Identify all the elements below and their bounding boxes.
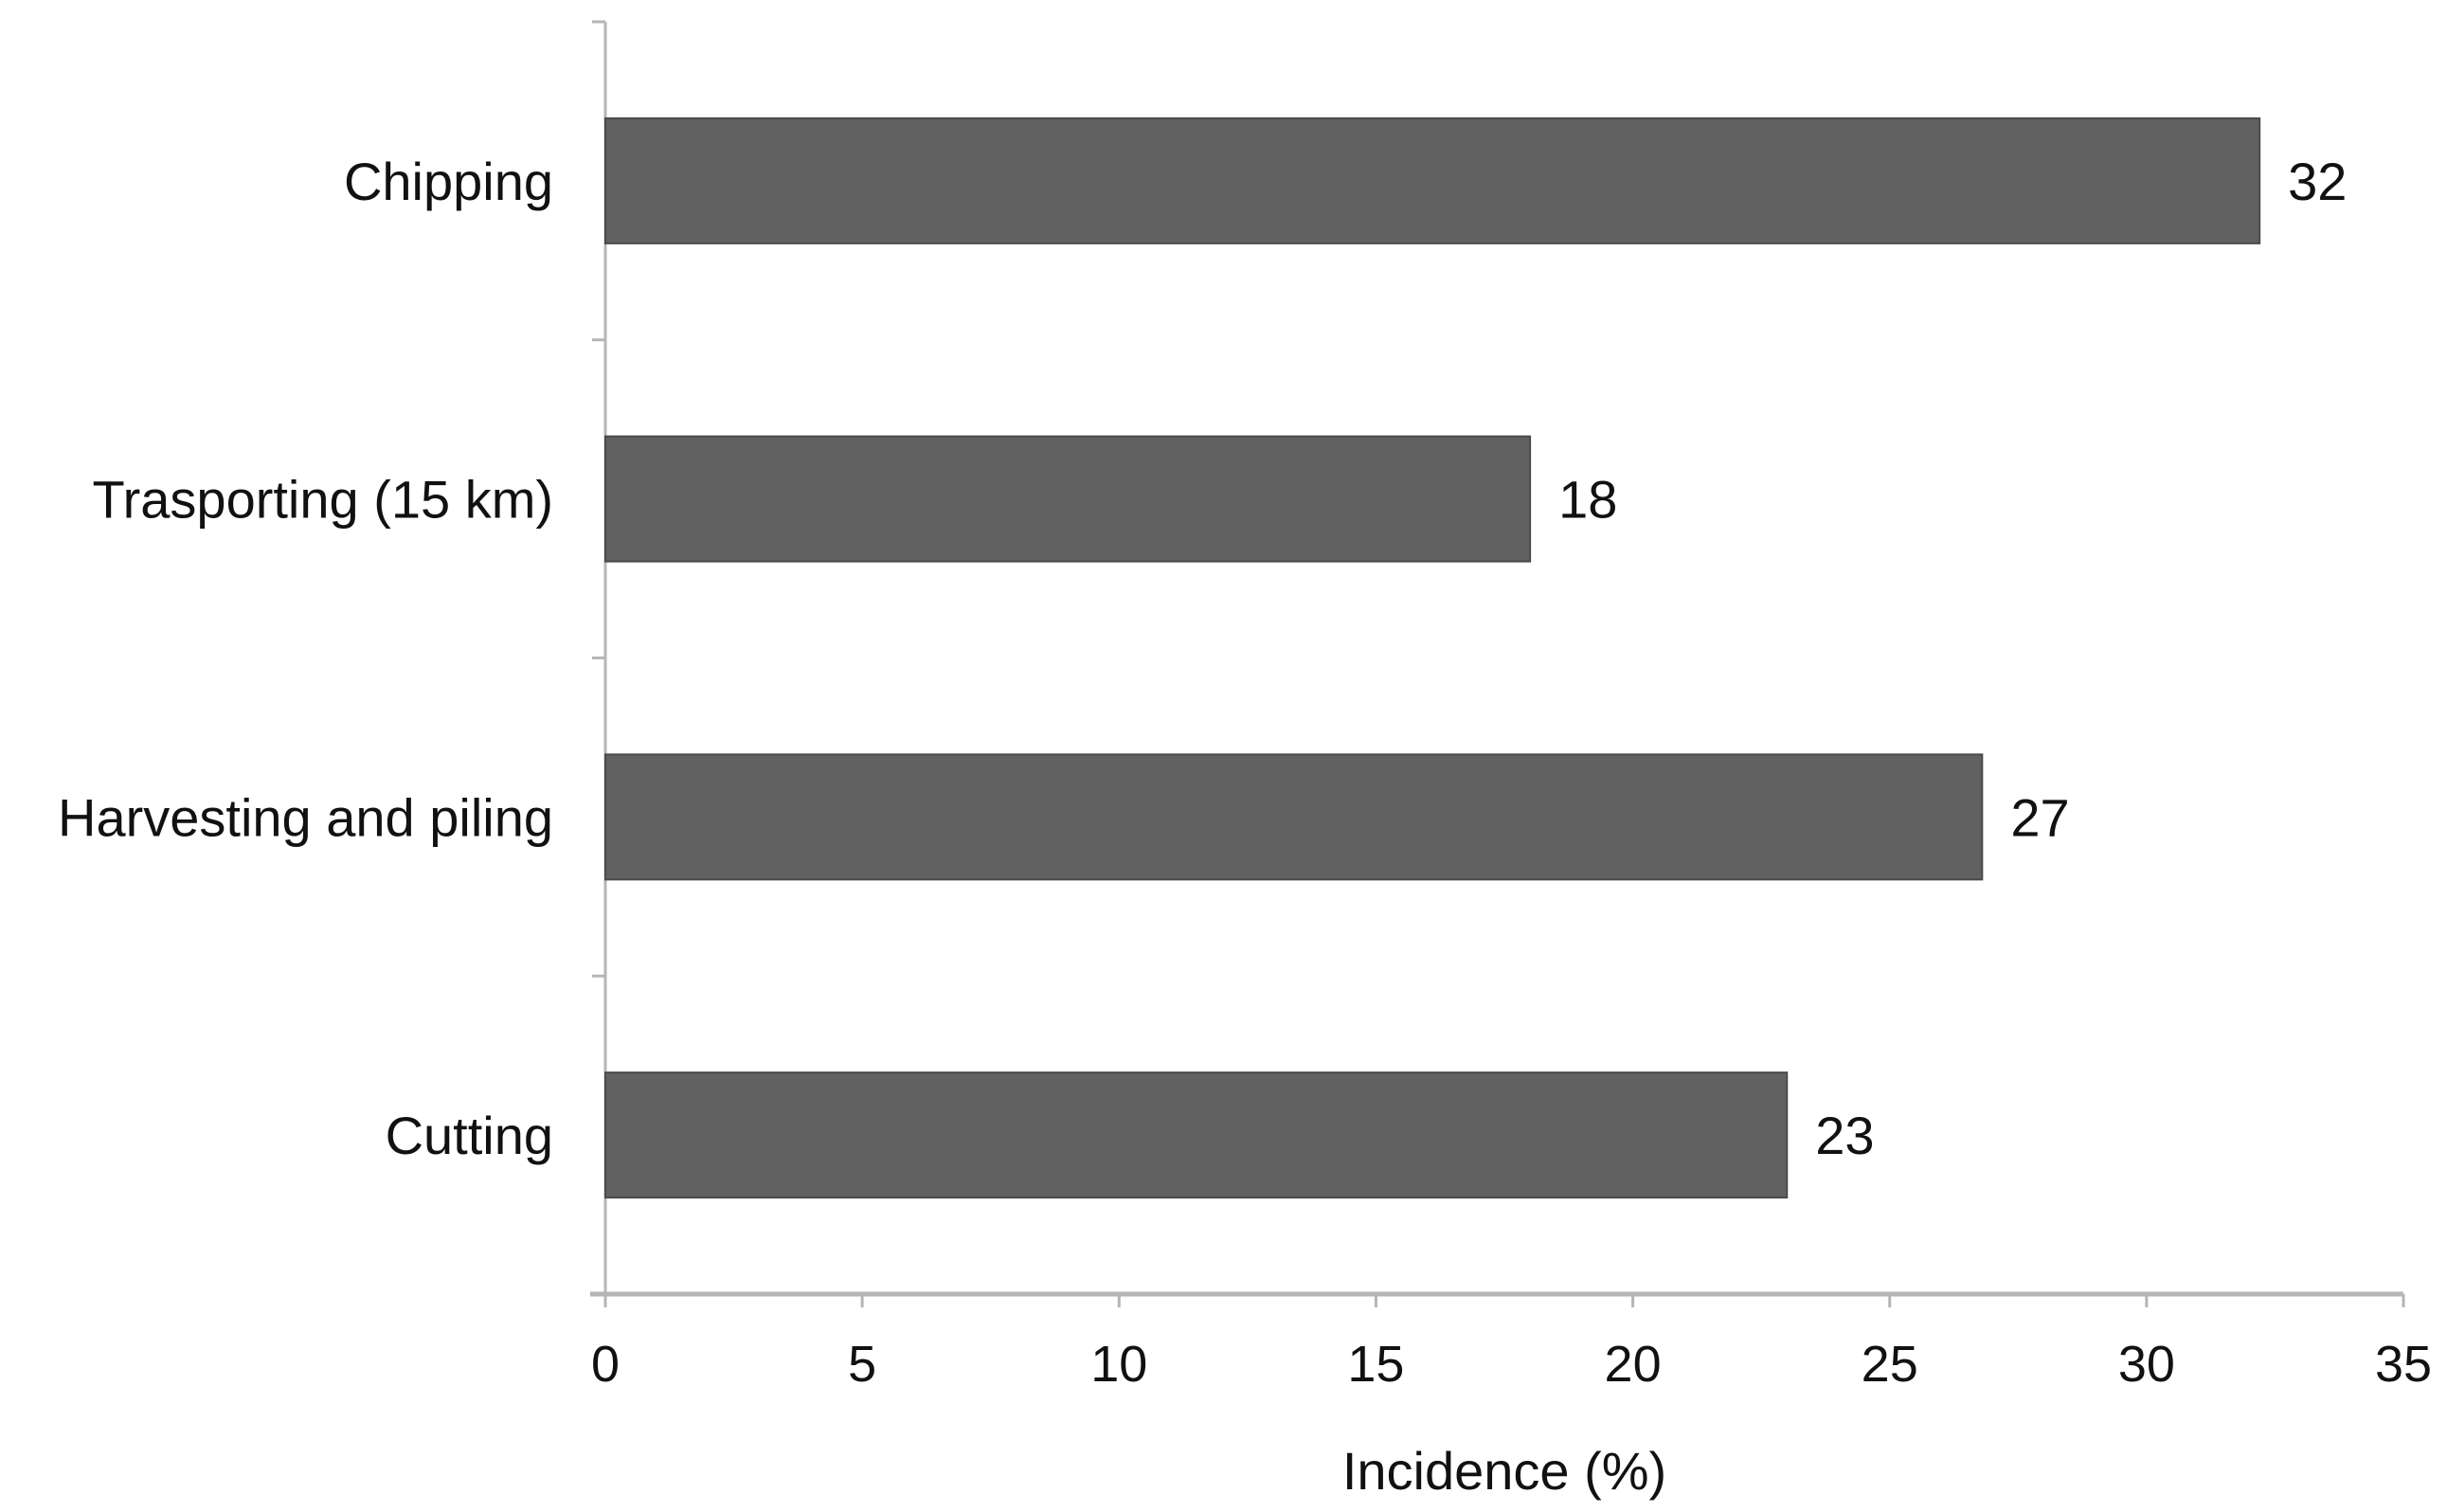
data-label: 23 [1815, 1106, 1874, 1165]
bar [604, 117, 2261, 244]
category-label: Trasporting (15 km) [93, 470, 554, 530]
category-label: Harvesting and piling [58, 787, 553, 847]
data-label: 18 [1558, 470, 1617, 530]
x-tick-label: 5 [848, 1336, 876, 1393]
category-label: Chipping [344, 152, 553, 211]
x-tick-label: 0 [591, 1336, 620, 1393]
x-tick-label: 25 [1862, 1336, 1918, 1393]
x-tick-label: 10 [1090, 1336, 1147, 1393]
x-tick-label: 30 [2118, 1336, 2175, 1393]
data-label: 27 [2010, 787, 2069, 847]
bar [604, 753, 1984, 881]
bar [604, 435, 1532, 563]
x-tick-label: 20 [1605, 1336, 1662, 1393]
bars: Chipping 32 Trasporting (15 km) 18 Harvestin… [58, 117, 2347, 1199]
category-label: Cutting [386, 1106, 553, 1165]
axes: 0 5 10 15 20 25 30 35 [590, 20, 2432, 1393]
data-label: 32 [2288, 152, 2347, 211]
x-axis-label: Incidence (%) [1342, 1441, 1666, 1501]
bar [604, 1071, 1789, 1199]
x-tick-label: 35 [2375, 1336, 2432, 1393]
x-tick-label: 15 [1347, 1336, 1404, 1393]
